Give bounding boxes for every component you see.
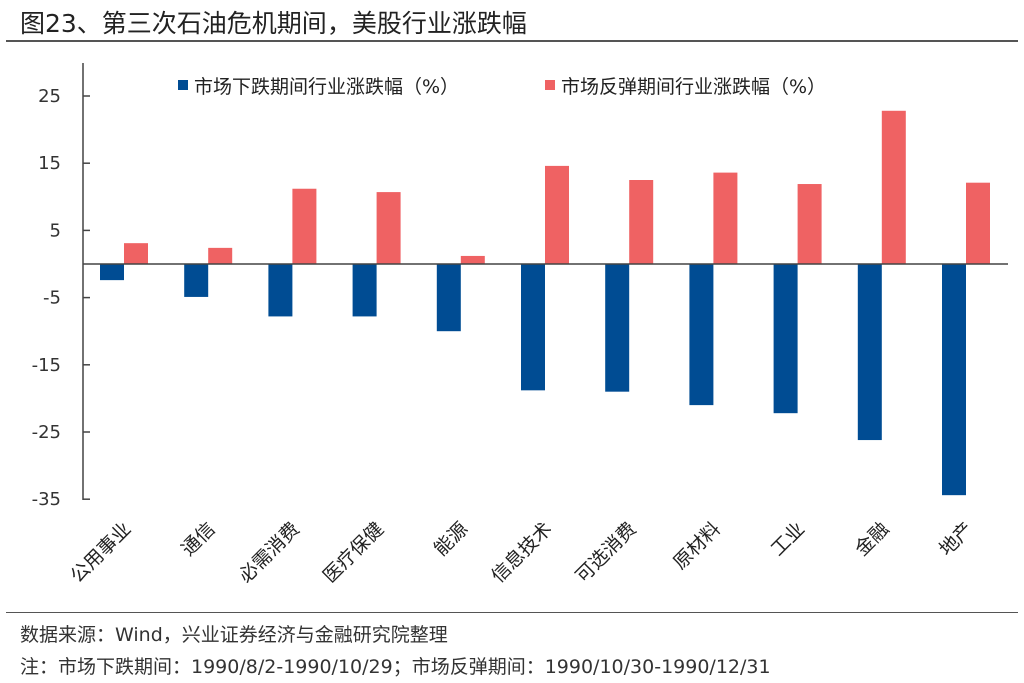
bar-decline xyxy=(100,264,124,281)
bar-rebound xyxy=(713,172,738,264)
y-tick-label: 25 xyxy=(38,86,61,107)
legend-swatch xyxy=(178,80,188,90)
bar-decline xyxy=(689,264,714,406)
y-tick-label: -5 xyxy=(43,288,61,309)
y-tick-label: 5 xyxy=(50,220,61,241)
y-tick-label: -25 xyxy=(32,422,61,443)
bar-rebound xyxy=(797,184,822,264)
x-tick-label: 信息技术 xyxy=(487,518,556,587)
x-tick-label: 必需消费 xyxy=(235,518,304,587)
source-text: 数据来源：Wind，兴业证券经济与金融研究院整理 xyxy=(20,624,448,646)
legend-label: 市场下跌期间行业涨跌幅（%） xyxy=(194,76,459,98)
x-tick-label: 可选消费 xyxy=(571,518,640,587)
bar-rebound xyxy=(629,180,654,264)
legend-label: 市场反弹期间行业涨跌幅（%） xyxy=(561,76,826,98)
bar-decline xyxy=(773,264,798,414)
x-tick-label: 工业 xyxy=(767,518,809,560)
bar-decline xyxy=(352,264,377,317)
bar-decline xyxy=(942,264,966,496)
bar-decline xyxy=(268,264,293,317)
x-tick-label: 公用事业 xyxy=(66,518,135,587)
x-tick-label: 通信 xyxy=(177,518,219,560)
x-tick-label: 金融 xyxy=(851,518,893,560)
bar-rebound xyxy=(881,110,906,264)
bar-decline xyxy=(857,264,882,441)
bar-rebound xyxy=(376,192,401,264)
bar-decline xyxy=(184,264,209,297)
bar-rebound xyxy=(292,188,317,264)
footer-divider xyxy=(6,612,1018,613)
x-tick-label: 医疗保健 xyxy=(319,518,388,587)
y-tick-label: -35 xyxy=(32,489,61,510)
bar-decline xyxy=(605,264,630,392)
x-tick-label: 原材料 xyxy=(669,518,725,574)
bar-rebound xyxy=(460,255,485,264)
title-divider xyxy=(6,40,1018,42)
x-tick-label: 能源 xyxy=(430,518,472,560)
x-tick-label: 地产 xyxy=(935,518,977,560)
bar-rebound xyxy=(966,182,990,264)
bar-rebound xyxy=(208,247,233,264)
legend-swatch xyxy=(545,80,555,90)
figure-title: 图23、第三次石油危机期间，美股行业涨跌幅 xyxy=(20,9,527,38)
bar-rebound xyxy=(124,243,148,264)
note-text: 注：市场下跌期间：1990/8/2-1990/10/29；市场反弹期间：1990… xyxy=(20,656,771,678)
bar-decline xyxy=(521,264,545,391)
y-tick-label: 15 xyxy=(38,153,61,174)
y-tick-label: -15 xyxy=(32,355,61,376)
bar-decline xyxy=(436,264,461,332)
bar-rebound xyxy=(545,165,569,264)
